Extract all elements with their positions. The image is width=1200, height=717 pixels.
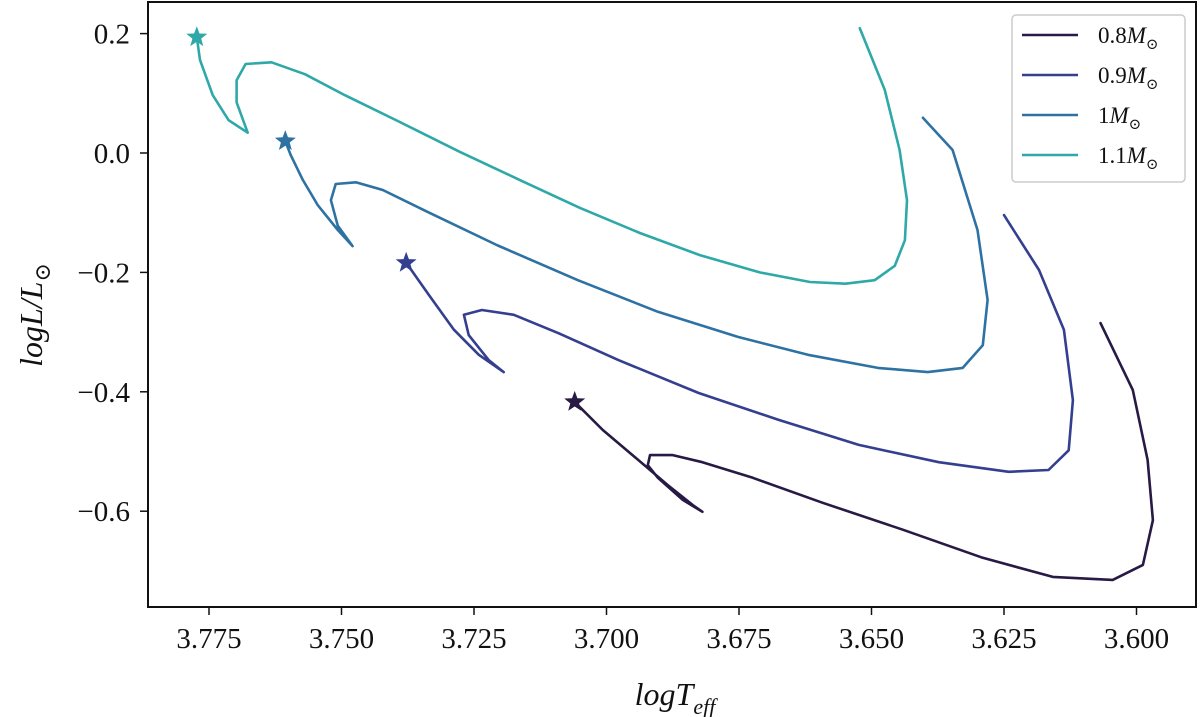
x-axis-label: logTeff xyxy=(635,676,719,717)
star-marker-icon xyxy=(274,130,296,150)
x-tick-label: 3.675 xyxy=(706,623,771,655)
plot-area xyxy=(186,26,1155,582)
track-1-msun xyxy=(283,116,989,374)
axes-frame xyxy=(147,1,1197,608)
track-0_8-msun xyxy=(573,321,1155,582)
x-tick-label: 3.775 xyxy=(176,623,241,655)
legend-label: 1M⊙ xyxy=(1098,103,1141,133)
y-tick-label: 0.0 xyxy=(94,138,130,170)
evolution-tracks xyxy=(195,26,1155,582)
legend: 0.8M⊙ 0.9M⊙ 1M⊙ 1.1M⊙ xyxy=(1011,14,1186,183)
x-tick-label: 3.750 xyxy=(309,623,374,655)
y-tick-label: 0.2 xyxy=(94,19,130,51)
y-tick-label: −0.2 xyxy=(77,257,130,289)
x-tick-label: 3.625 xyxy=(971,623,1036,655)
legend-label: 0.8M⊙ xyxy=(1098,23,1159,53)
x-tick-label: 3.600 xyxy=(1104,623,1169,655)
legend-label: 1.1M⊙ xyxy=(1098,143,1159,173)
y-tick-label: −0.4 xyxy=(77,377,130,409)
x-tick-label: 3.725 xyxy=(441,623,506,655)
x-tick-label: 3.700 xyxy=(574,623,639,655)
legend-label: 0.9M⊙ xyxy=(1098,63,1159,93)
star-marker-icon xyxy=(395,251,417,272)
x-tick-label: 3.650 xyxy=(839,623,904,655)
y-tick-label: −0.6 xyxy=(77,496,130,528)
track-0_9-msun xyxy=(404,213,1075,474)
start-markers xyxy=(186,26,586,411)
star-marker-icon xyxy=(186,26,208,47)
y-axis-ticks: 0.2 0.0 −0.2 −0.4 −0.6 xyxy=(77,19,148,528)
y-axis-label: logL/L⊙ xyxy=(13,263,55,367)
track-1_1-msun xyxy=(195,26,909,286)
star-marker-icon xyxy=(564,390,586,411)
x-axis-ticks: 3.775 3.750 3.725 3.700 3.675 3.650 3.625 3.600 xyxy=(176,607,1169,655)
legend-box xyxy=(1011,14,1186,183)
